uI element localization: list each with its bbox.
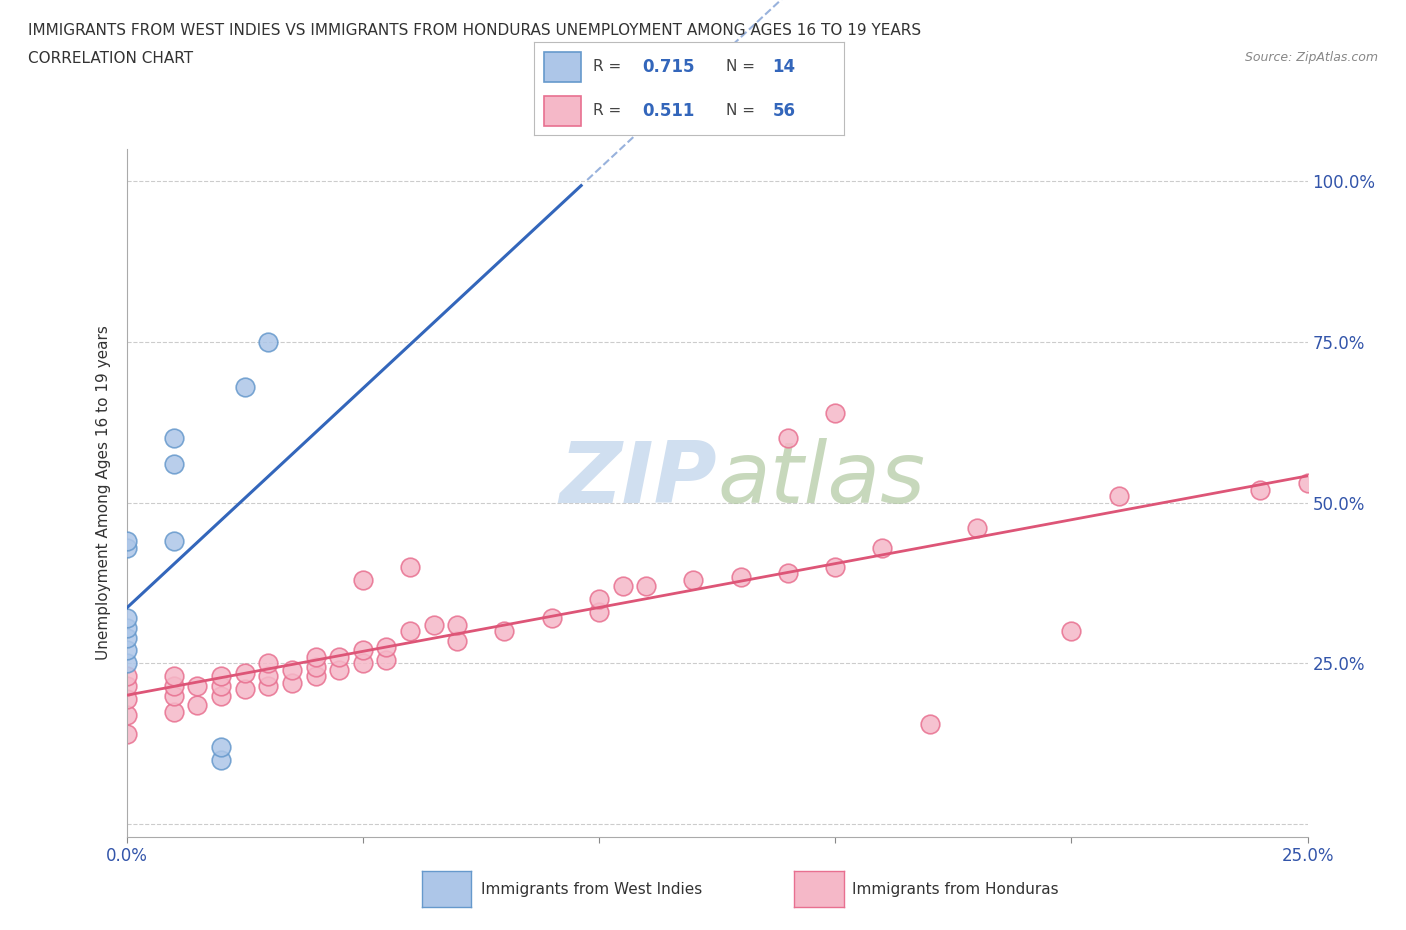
Point — [1060, 624, 1083, 639]
Point — [163, 704, 186, 719]
Point — [115, 611, 138, 626]
Point — [115, 726, 138, 741]
Point — [115, 678, 138, 693]
Text: N =: N = — [725, 60, 755, 74]
Point — [540, 611, 562, 626]
Text: Immigrants from Honduras: Immigrants from Honduras — [852, 882, 1059, 897]
Point — [186, 698, 208, 712]
Point — [209, 678, 232, 693]
Point — [328, 649, 350, 664]
Bar — [544, 52, 581, 82]
Point — [257, 678, 280, 693]
Point — [776, 565, 799, 580]
Point — [115, 620, 138, 635]
Y-axis label: Unemployment Among Ages 16 to 19 years: Unemployment Among Ages 16 to 19 years — [96, 326, 111, 660]
Point — [163, 678, 186, 693]
Point — [257, 656, 280, 671]
Point — [399, 624, 422, 639]
Point — [304, 649, 326, 664]
Point — [163, 534, 186, 549]
Point — [352, 572, 374, 587]
Point — [115, 540, 138, 555]
Text: N =: N = — [725, 103, 755, 118]
Point — [682, 572, 704, 587]
Point — [446, 633, 468, 648]
Point — [281, 675, 304, 690]
Text: ZIP: ZIP — [560, 438, 717, 521]
Point — [824, 405, 846, 420]
Point — [163, 457, 186, 472]
Point — [1296, 476, 1319, 491]
Point — [636, 578, 658, 593]
Point — [328, 662, 350, 677]
Point — [872, 540, 894, 555]
Point — [115, 631, 138, 645]
Point — [1108, 488, 1130, 503]
Point — [824, 560, 846, 575]
Text: atlas: atlas — [717, 438, 925, 521]
Point — [186, 678, 208, 693]
Point — [1249, 483, 1271, 498]
Text: R =: R = — [593, 103, 621, 118]
Point — [163, 431, 186, 445]
Point — [209, 669, 232, 684]
Point — [588, 604, 610, 619]
Point — [209, 688, 232, 703]
Text: 0.511: 0.511 — [643, 101, 695, 120]
Point — [399, 560, 422, 575]
Point — [612, 578, 634, 593]
Point — [233, 379, 256, 394]
Point — [494, 624, 516, 639]
Text: IMMIGRANTS FROM WEST INDIES VS IMMIGRANTS FROM HONDURAS UNEMPLOYMENT AMONG AGES : IMMIGRANTS FROM WEST INDIES VS IMMIGRANT… — [28, 23, 921, 38]
Point — [588, 591, 610, 606]
Bar — [544, 96, 581, 126]
Point — [163, 688, 186, 703]
Point — [163, 669, 186, 684]
Point — [918, 717, 941, 732]
Point — [304, 659, 326, 674]
Point — [352, 656, 374, 671]
Point — [115, 708, 138, 723]
Point — [257, 669, 280, 684]
Point — [422, 618, 444, 632]
Point — [115, 656, 138, 671]
Text: Immigrants from West Indies: Immigrants from West Indies — [481, 882, 702, 897]
Point — [281, 662, 304, 677]
Point — [257, 334, 280, 349]
Point — [446, 618, 468, 632]
Text: 56: 56 — [772, 101, 796, 120]
Point — [352, 643, 374, 658]
Text: 14: 14 — [772, 58, 796, 76]
Text: R =: R = — [593, 60, 621, 74]
Point — [209, 752, 232, 767]
Point — [209, 739, 232, 754]
Point — [966, 521, 988, 536]
Point — [115, 534, 138, 549]
Text: Source: ZipAtlas.com: Source: ZipAtlas.com — [1244, 51, 1378, 64]
Text: 0.715: 0.715 — [643, 58, 695, 76]
Point — [375, 653, 398, 668]
Point — [115, 669, 138, 684]
Point — [233, 666, 256, 681]
Point — [730, 569, 752, 584]
Point — [375, 640, 398, 655]
Point — [115, 643, 138, 658]
Point — [776, 431, 799, 445]
Point — [304, 669, 326, 684]
Point — [115, 691, 138, 706]
Point — [233, 682, 256, 697]
Text: CORRELATION CHART: CORRELATION CHART — [28, 51, 193, 66]
